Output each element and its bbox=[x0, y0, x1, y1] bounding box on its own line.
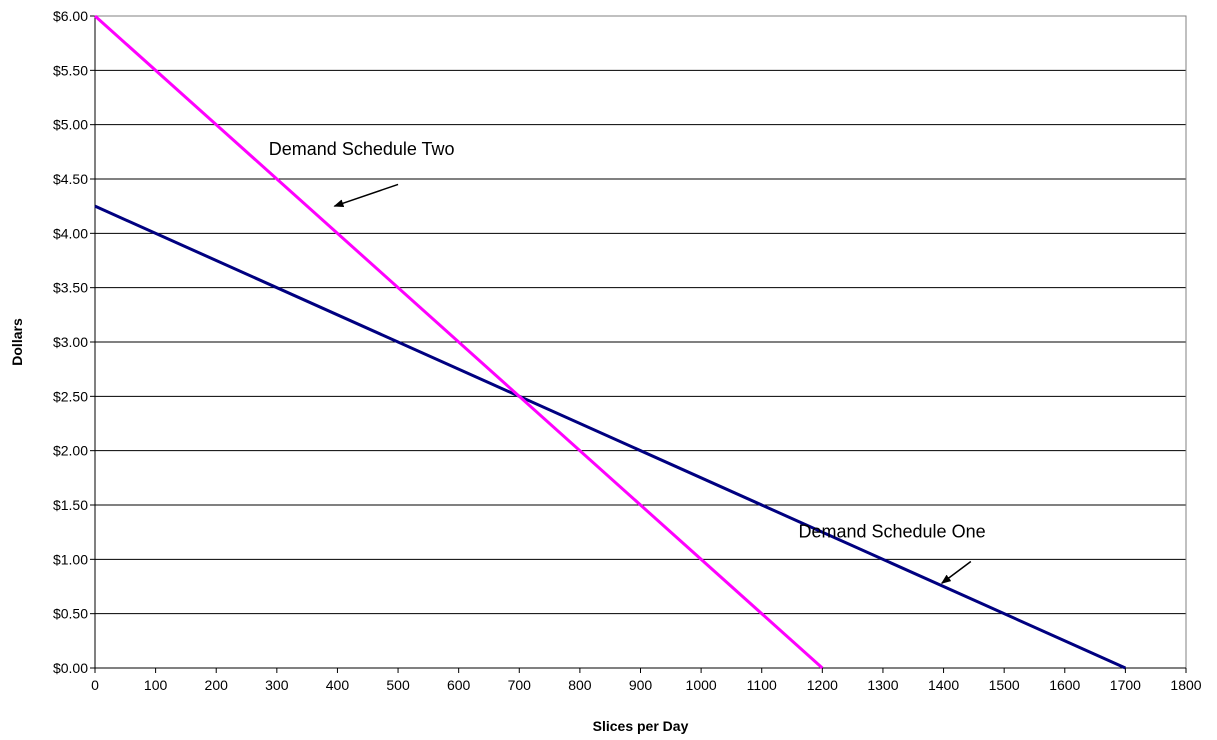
x-tick-label: 1100 bbox=[747, 677, 777, 693]
annotation-label-2: Demand Schedule One bbox=[798, 522, 985, 542]
y-axis-title: Dollars bbox=[9, 318, 25, 366]
demand-line-2 bbox=[93, 14, 824, 670]
annotations: Demand Schedule Two Demand Schedule One bbox=[269, 139, 986, 584]
annotation-arrow-2 bbox=[940, 560, 972, 584]
y-tick-label: $0.50 bbox=[53, 606, 88, 622]
x-tick-label: 700 bbox=[508, 677, 532, 693]
x-tick-label: 800 bbox=[568, 677, 592, 693]
x-tick-label: 600 bbox=[447, 677, 471, 693]
y-tick-label: $4.00 bbox=[53, 225, 88, 241]
x-tick-label: 1000 bbox=[686, 677, 717, 693]
x-tick-label: 1700 bbox=[1110, 677, 1141, 693]
x-tick-label: 1200 bbox=[807, 677, 838, 693]
x-tick-label: 500 bbox=[386, 677, 410, 693]
x-tick-label: 900 bbox=[629, 677, 653, 693]
y-tick-label: $4.50 bbox=[53, 171, 88, 187]
y-tick-label: $5.00 bbox=[53, 117, 88, 133]
y-tick-label: $2.00 bbox=[53, 443, 88, 459]
y-tick-label: $0.00 bbox=[53, 660, 88, 676]
x-axis-title: Slices per Day bbox=[593, 718, 689, 734]
x-tick-label: 100 bbox=[144, 677, 168, 693]
x-tick-label: 300 bbox=[265, 677, 289, 693]
x-tick-label: 1600 bbox=[1049, 677, 1080, 693]
y-tick-label: $6.00 bbox=[53, 8, 88, 24]
y-tick-label: $3.50 bbox=[53, 280, 88, 296]
series-lines bbox=[93, 14, 1127, 670]
x-tick-label: 400 bbox=[326, 677, 350, 693]
axes: $0.00 $0.50 $1.00 $1.50 $2.00 $2.50 $3.00 $3.50… bbox=[53, 8, 1202, 693]
x-tick-label: 0 bbox=[91, 677, 99, 693]
x-tick-label: 1300 bbox=[867, 677, 898, 693]
y-tick-label: $5.50 bbox=[53, 62, 88, 78]
x-tick-label: 200 bbox=[205, 677, 229, 693]
y-tick-label: $1.50 bbox=[53, 497, 88, 513]
annotation-arrow-1 bbox=[333, 183, 399, 208]
x-tick-label: 1500 bbox=[989, 677, 1020, 693]
demand-line-1 bbox=[94, 204, 1127, 670]
annotation-label-1: Demand Schedule Two bbox=[269, 139, 455, 159]
x-tick-label: 1800 bbox=[1170, 677, 1201, 693]
gridlines bbox=[95, 15, 1186, 669]
y-tick-label: $2.50 bbox=[53, 388, 88, 404]
x-tick-label: 1400 bbox=[928, 677, 959, 693]
y-tick-label: $1.00 bbox=[53, 551, 88, 567]
y-tick-label: $3.00 bbox=[53, 334, 88, 350]
